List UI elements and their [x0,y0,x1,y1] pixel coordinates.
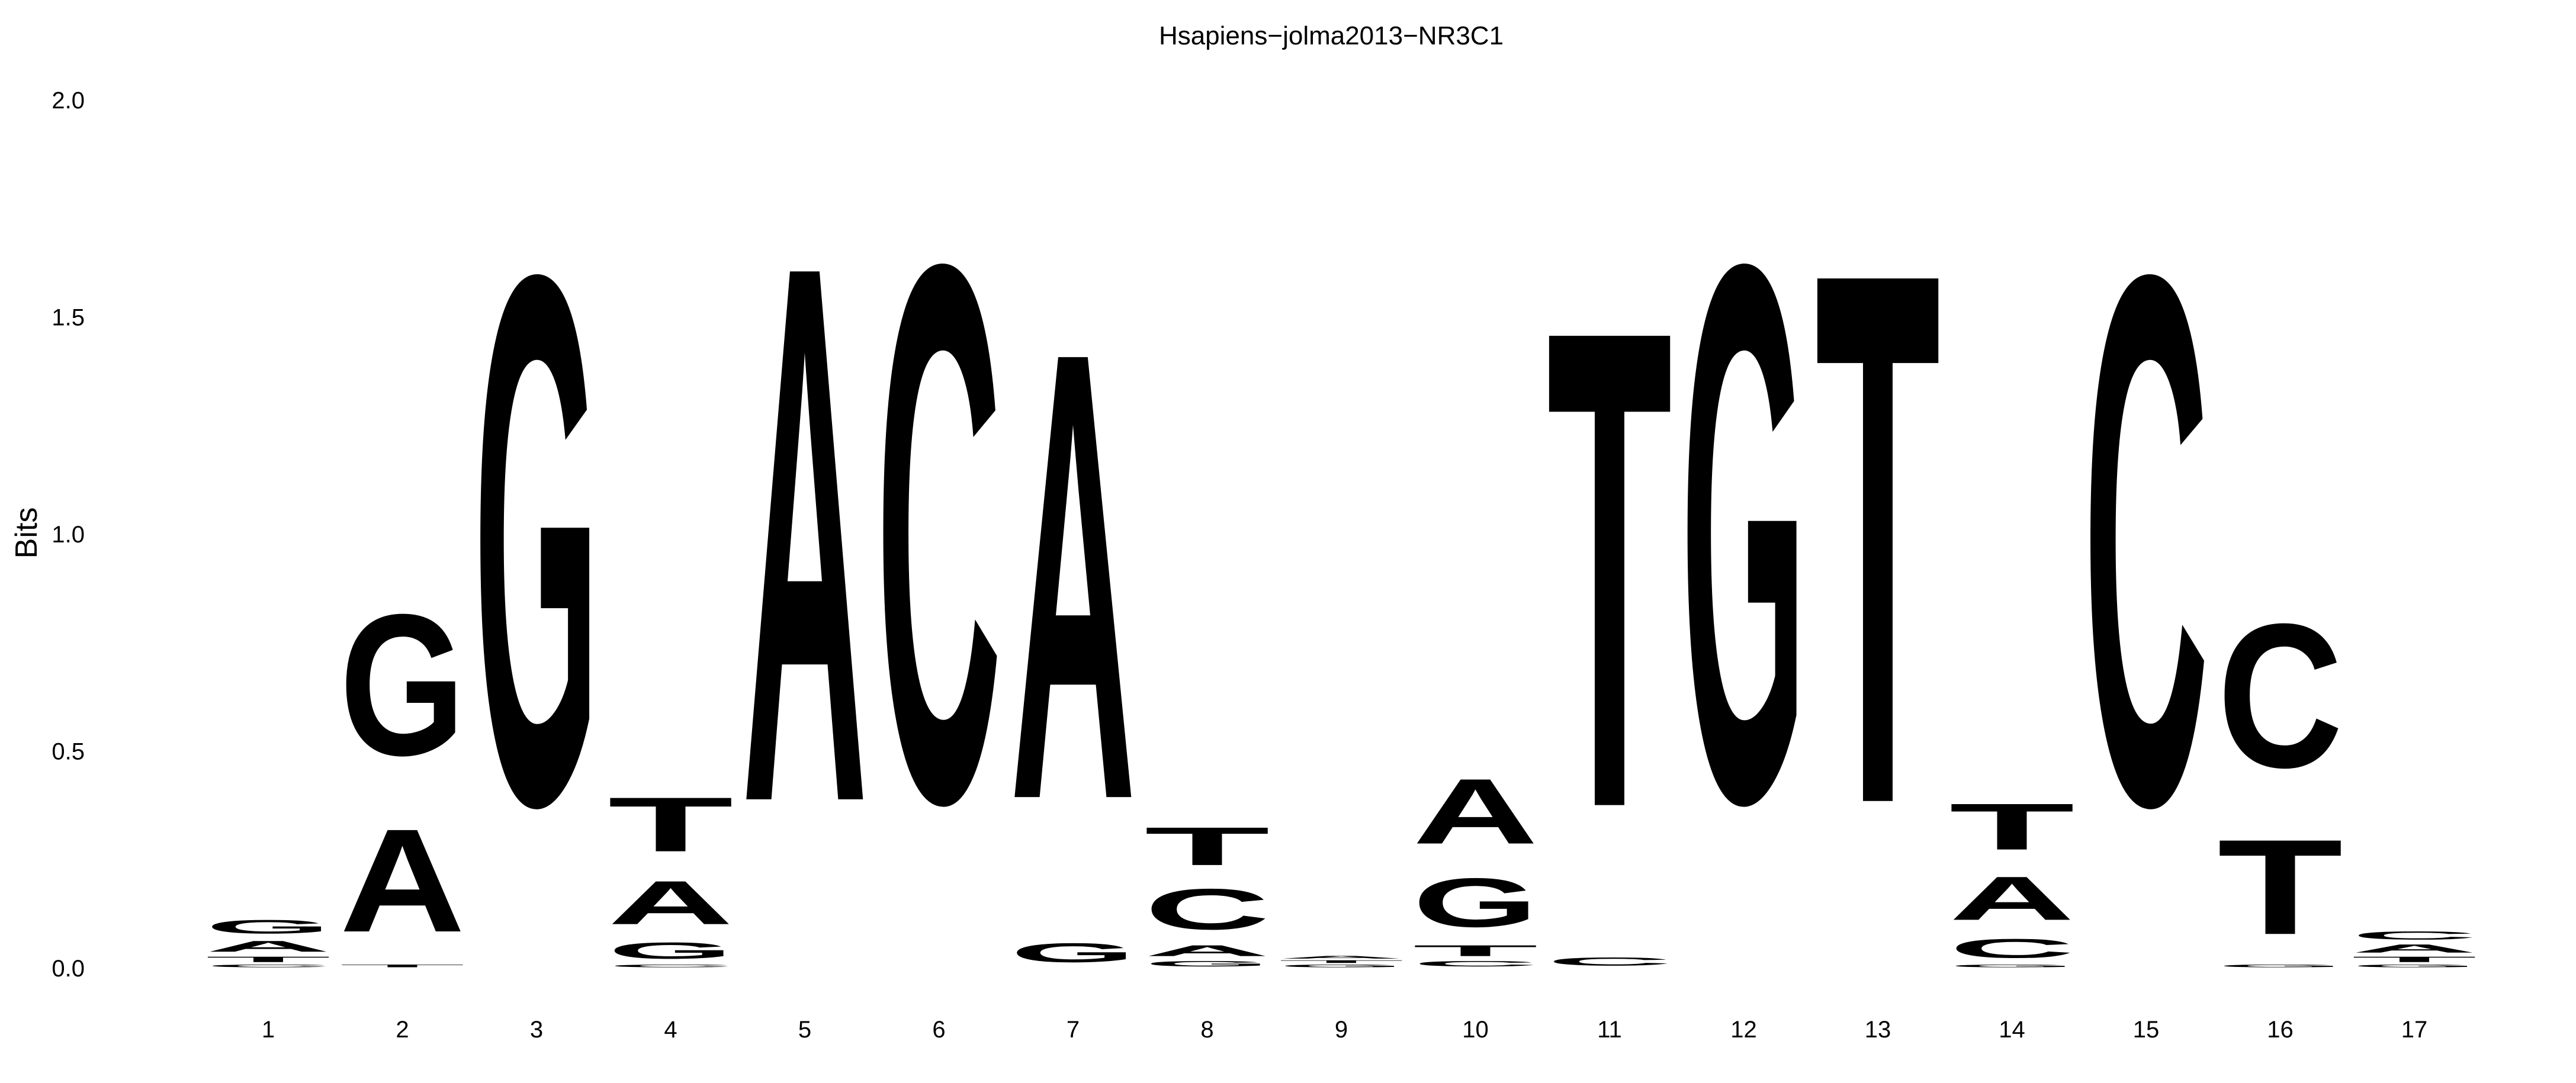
logo-letter-t: T [1413,942,1538,959]
logo-letter-a: A [340,798,465,963]
logo-letter-t: T [340,964,465,968]
logo-letter-a: A [1145,942,1270,959]
logo-letter-a: A [2352,942,2477,955]
x-tick-label: 12 [1730,1017,1757,1043]
logo-letter-a: A [1413,759,1538,863]
logo-letter-g: G [1010,938,1136,968]
x-tick-label: 2 [396,1017,409,1043]
y-tick-label: 0.0 [52,956,85,982]
logo-letter-t: T [2218,812,2343,963]
logo-letter-g: G [2352,964,2477,968]
logo-letter-g: G [205,916,331,938]
logo-letter-t: T [205,955,331,964]
logo-letter-t: T [1815,114,1941,962]
logo-letter-c: C [608,964,734,968]
x-tick-label: 14 [1999,1017,2025,1043]
logo-letter-t: T [1547,188,1672,950]
x-tick-label: 9 [1335,1017,1348,1043]
x-axis-ticks: 1 2 3 4 5 6 7 8 9 10 11 12 13 14 15 16 17 [262,1017,2427,1043]
logo-letter-t: T [1949,790,2075,863]
logo-letter-t: T [1145,816,1270,877]
x-tick-label: 10 [1462,1017,1489,1043]
logo-letter-c: C [1547,955,1672,968]
logo-letter-g: G [1145,959,1270,968]
x-tick-label: 1 [262,1017,275,1043]
chart-title: Hsapiens−jolma2013−NR3C1 [1159,21,1504,50]
logo-letter-g: G [1413,864,1538,941]
logo-letter-t: T [1279,959,1404,963]
x-tick-label: 16 [2267,1017,2294,1043]
logo-letter-g: G [1681,105,1807,963]
logo-letter-c: C [2352,929,2477,942]
logo-letter-a: A [742,105,868,963]
y-tick-label: 0.5 [52,739,85,765]
logo-letter-a: A [608,868,734,937]
x-tick-label: 8 [1200,1017,1213,1043]
x-tick-label: 17 [2401,1017,2428,1043]
logo-letter-c: C [205,964,331,968]
logo-letter-g: G [340,573,465,798]
x-tick-label: 5 [798,1017,811,1043]
logo-letter-c: C [2218,581,2343,811]
logo-letter-t: T [608,781,734,867]
logo-letter-a: A [1279,955,1404,959]
logo-letter-g: G [608,938,734,964]
y-tick-label: 1.5 [52,305,85,331]
logo-letter-c: C [2083,119,2209,963]
x-tick-label: 7 [1067,1017,1080,1043]
logo-letter-g: G [1949,964,2075,968]
logo-letter-t: T [2352,955,2477,964]
logo-letter-a: A [205,938,331,955]
logo-letter-a: A [1010,218,1136,933]
x-tick-label: 6 [932,1017,945,1043]
x-tick-label: 4 [664,1017,677,1043]
y-tick-label: 1.0 [52,522,85,548]
x-tick-label: 11 [1597,1017,1622,1043]
logo-letter-c: C [1145,877,1270,941]
x-tick-label: 3 [530,1017,543,1043]
logo-letter-g: G [474,118,599,962]
logo-letter-a: A [1949,863,2075,933]
y-axis-ticks: 0.0 0.5 1.0 1.5 2.0 [52,88,85,982]
y-axis-label: Bits [9,507,44,559]
logo-letter-c: C [1949,933,2075,963]
logo-letter-g: G [1279,964,1404,968]
logo-letter-c: C [1413,959,1538,968]
x-tick-label: 13 [1865,1017,1891,1043]
y-tick-label: 2.0 [52,88,85,114]
logo-letter-g: G [2218,964,2343,968]
x-tick-label: 15 [2133,1017,2160,1043]
logo-letter-c: C [876,105,1002,963]
